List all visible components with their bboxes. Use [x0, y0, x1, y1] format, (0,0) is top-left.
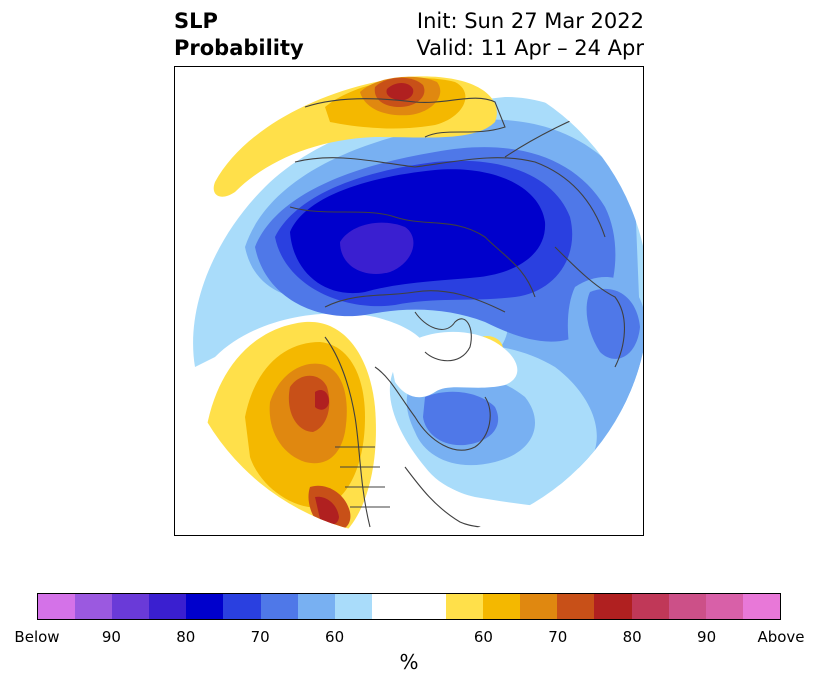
- title-slp: SLP: [174, 9, 218, 33]
- init-date: Init: Sun 27 Mar 2022: [416, 9, 644, 33]
- colorbar-segment: [705, 594, 743, 619]
- colorbar-segment: [557, 594, 595, 619]
- colorbar-segment: [75, 594, 113, 619]
- colorbar-segment: [186, 594, 224, 619]
- colorbar-segment: [260, 594, 298, 619]
- colorbar-segment: [594, 594, 632, 619]
- colorbar-segment: [149, 594, 187, 619]
- colorbar-segment: [520, 594, 558, 619]
- probability-map: [175, 67, 643, 535]
- coastline: [289, 206, 536, 298]
- above-normal-region: [288, 375, 330, 432]
- colorbar-segment: [371, 594, 409, 619]
- colorbar-tick-label: Below: [14, 628, 60, 646]
- below-normal-region: [586, 288, 640, 359]
- map-panel: [174, 66, 644, 536]
- coastline: [324, 336, 371, 528]
- near-normal-region: [390, 331, 518, 398]
- coastline: [374, 366, 491, 451]
- coastline: [414, 311, 472, 362]
- colorbar-unit-label: %: [399, 650, 419, 674]
- colorbar-segment: [742, 594, 780, 619]
- colorbar-tick-label: 90: [101, 628, 121, 646]
- colorbar-tick-label: 60: [325, 628, 345, 646]
- coastline: [335, 446, 390, 508]
- map-title-left: SLP Probability: [174, 8, 304, 62]
- colorbar-segment: [668, 594, 706, 619]
- colorbar-tick-label: 60: [473, 628, 493, 646]
- colorbar-tick-label: 70: [250, 628, 270, 646]
- colorbar-segment: [297, 594, 335, 619]
- colorbar-segment: [408, 594, 447, 619]
- coastline: [324, 290, 506, 313]
- title-probability: Probability: [174, 36, 304, 60]
- coastline: [294, 157, 606, 238]
- colorbar-tick-label: Above: [757, 628, 805, 646]
- colorbar-tick-label: 80: [622, 628, 642, 646]
- colorbar-tick-label: 70: [548, 628, 568, 646]
- coastline: [304, 97, 506, 138]
- coastline: [554, 246, 626, 368]
- shading-layer: [175, 67, 643, 535]
- colorbar-tick-label: 80: [176, 628, 196, 646]
- colorbar-segment: [334, 594, 372, 619]
- colorbar-segment: [483, 594, 521, 619]
- colorbar-segment: [446, 594, 484, 619]
- colorbar: [37, 593, 781, 620]
- colorbar-segment: [112, 594, 150, 619]
- below-normal-region: [423, 391, 499, 446]
- colorbar-segment: [223, 594, 261, 619]
- colorbar-segment: [631, 594, 669, 619]
- colorbar-segment: [38, 594, 76, 619]
- valid-range: Valid: 11 Apr – 24 Apr: [416, 36, 644, 60]
- colorbar-tick-label: 90: [697, 628, 717, 646]
- above-normal-region: [315, 390, 329, 410]
- coastlines: [289, 97, 641, 535]
- below-normal-region: [340, 222, 414, 274]
- above-normal-region: [315, 496, 339, 525]
- above-normal-region: [386, 83, 414, 101]
- map-title-right: Init: Sun 27 Mar 2022 Valid: 11 Apr – 24…: [416, 8, 644, 62]
